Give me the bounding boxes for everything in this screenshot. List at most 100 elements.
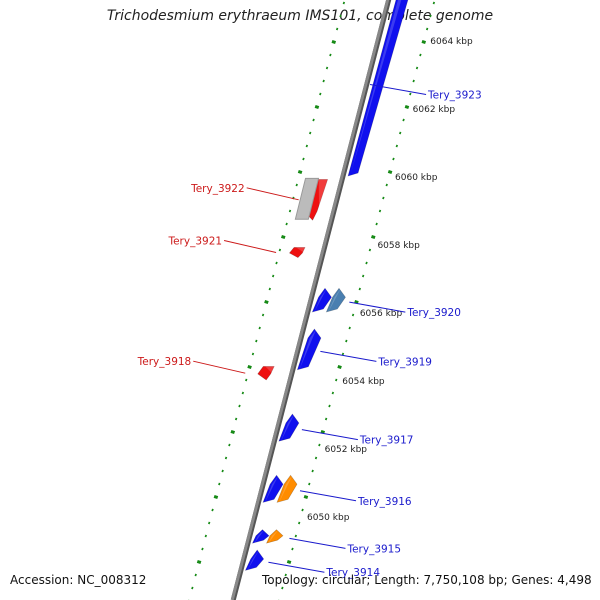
outer-tick-mark: [351, 313, 355, 317]
gene-label[interactable]: Tery_3914: [325, 567, 380, 579]
gene-arrow[interactable]: [244, 549, 265, 571]
gene-highlight: [328, 288, 342, 312]
gene-label-leader: [223, 240, 277, 253]
gene-feature-grey[interactable]: [294, 177, 320, 220]
tick-label: 6064 kbp: [430, 37, 473, 47]
inner-tick-mark: [325, 66, 329, 70]
outer-tick-mark: [314, 456, 318, 460]
gene-highlight: [279, 475, 293, 503]
gene-arrow[interactable]: [311, 287, 332, 313]
inner-tick-mark: [196, 559, 202, 565]
gene-arrow[interactable]: [278, 413, 300, 442]
gene-label-leader: [301, 429, 358, 441]
gene-arrow[interactable]: [325, 287, 346, 313]
gene-label[interactable]: Tery_3918: [137, 356, 192, 368]
outer-tick-mark: [370, 234, 376, 240]
gene-feature[interactable]: [325, 287, 346, 313]
inner-tick-mark: [331, 39, 337, 45]
outer-tick-mark: [291, 547, 294, 551]
gene-feature[interactable]: [278, 413, 300, 442]
gene-label[interactable]: Tery_3919: [377, 356, 432, 368]
inner-tick-mark: [295, 183, 298, 187]
gene-feature[interactable]: [294, 177, 330, 221]
gene-arrow[interactable]: [265, 529, 284, 544]
gene-feature[interactable]: [288, 247, 308, 258]
gene-arrow[interactable]: [257, 366, 275, 381]
gene-label-leader: [246, 187, 299, 201]
outer-tick-mark: [345, 339, 348, 343]
inner-tick-mark: [278, 248, 282, 252]
gene-highlight: [296, 247, 308, 254]
gene-feature[interactable]: [251, 529, 270, 544]
gene-arrow[interactable]: [276, 474, 298, 503]
outer-tick-mark: [402, 118, 405, 122]
inner-tick-mark: [285, 222, 288, 226]
gene-arrow[interactable]: [288, 247, 306, 258]
inner-tick-mark: [302, 157, 305, 161]
gene-arrow[interactable]: [251, 529, 270, 544]
outer-tick-mark: [348, 326, 351, 330]
inner-tick-mark: [218, 482, 221, 486]
gene-feature[interactable]: [276, 474, 298, 503]
inner-tick-mark: [245, 378, 248, 382]
outer-tick-mark: [385, 183, 388, 187]
inner-tick-mark: [319, 92, 322, 96]
inner-tick-mark: [314, 104, 320, 110]
inner-tick-mark: [194, 573, 197, 577]
gene-label-leader: [349, 301, 406, 313]
inner-tick-mark: [275, 261, 278, 265]
gene-feature[interactable]: [296, 328, 322, 371]
gene-highlight: [299, 329, 317, 370]
gene-label[interactable]: Tery_3923: [427, 90, 482, 102]
gene-feature[interactable]: [262, 474, 284, 503]
outer-tick-mark: [412, 79, 415, 83]
outer-tick-mark: [286, 559, 292, 565]
outer-tick-mark: [328, 404, 331, 408]
inner-tick-mark: [224, 456, 228, 460]
inner-tick-mark: [255, 339, 258, 343]
gene-label[interactable]: Tery_3916: [357, 496, 412, 508]
backbone-line: [230, 0, 390, 600]
gene-feature[interactable]: [347, 0, 409, 177]
inner-tick-mark: [264, 299, 269, 305]
gene-label[interactable]: Tery_3921: [167, 236, 222, 248]
gene-highlight: [254, 529, 265, 544]
gene-arrow[interactable]: [296, 328, 322, 371]
gene-label[interactable]: Tery_3917: [359, 435, 414, 447]
gene-label-leader: [320, 350, 377, 362]
gene-label-leader: [289, 537, 346, 549]
inner-tick-mark: [271, 274, 275, 278]
gene-highlight: [280, 414, 295, 442]
inner-tick-mark: [335, 27, 339, 31]
gene-label[interactable]: Tery_3920: [406, 307, 461, 319]
outer-tick-mark: [404, 104, 410, 110]
gene-arrow[interactable]: [262, 474, 284, 503]
gene-label-leader: [268, 561, 325, 573]
gene-label[interactable]: Tery_3915: [346, 543, 401, 555]
outer-tick-mark: [421, 39, 427, 45]
inner-tick-mark: [230, 429, 236, 435]
outer-tick-mark: [415, 66, 419, 70]
outer-tick-mark: [337, 364, 342, 370]
inner-tick-mark: [261, 313, 265, 317]
outer-tick-mark: [358, 287, 361, 291]
inner-tick-mark: [221, 469, 224, 473]
label-layer: Tery_3914 Tery_3915 Tery_3916 Tery_3917 Tery…: [137, 84, 482, 579]
outer-tick-mark: [311, 469, 314, 473]
gene-feature[interactable]: [265, 529, 284, 544]
backbone-layer: [230, 0, 392, 600]
gene-highlight: [265, 366, 277, 374]
gene-label-leader: [369, 84, 427, 95]
gene-feature[interactable]: [244, 549, 265, 571]
gene-feature[interactable]: [311, 287, 332, 313]
outer-tick-mark: [425, 27, 429, 31]
gene-highlight: [318, 179, 330, 212]
inner-tick-mark: [191, 586, 194, 590]
gene-feature[interactable]: [257, 366, 277, 381]
gene-arrow[interactable]: [347, 0, 409, 177]
outer-tick-mark: [301, 508, 304, 512]
gene-label[interactable]: Tery_3922: [190, 183, 245, 195]
inner-tick-mark: [251, 352, 255, 356]
outer-tick-mark: [368, 248, 372, 252]
inner-tick-mark: [234, 417, 238, 421]
